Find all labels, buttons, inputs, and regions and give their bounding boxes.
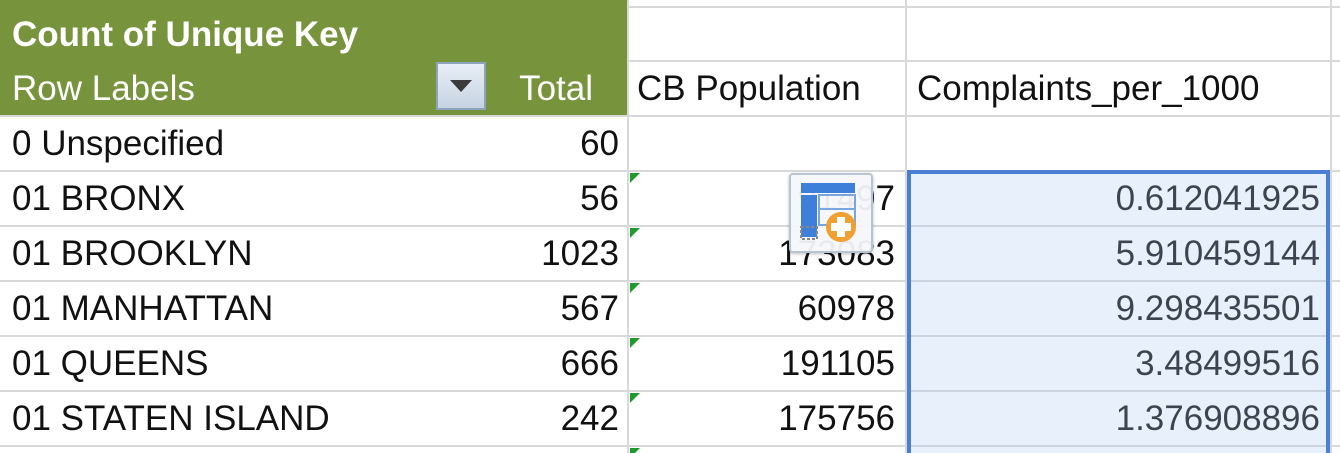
total-cell[interactable]: 666 <box>560 344 619 383</box>
row-label-cell[interactable]: 0 Unspecified <box>12 124 225 163</box>
total-cell[interactable]: 56 <box>580 179 619 218</box>
error-indicator-icon[interactable] <box>630 283 640 293</box>
row-label-cell[interactable]: 01 BROOKLYN <box>12 234 253 273</box>
pivot-row-labels-header[interactable]: Row Labels <box>0 62 436 115</box>
gridline <box>0 225 1340 227</box>
population-cell[interactable]: 191105 <box>780 344 895 383</box>
population-cell[interactable]: 60978 <box>797 289 895 328</box>
quick-analysis-icon <box>800 183 856 242</box>
pivot-total-header[interactable]: Total <box>486 62 627 115</box>
error-indicator-icon[interactable] <box>630 448 640 453</box>
dropdown-arrow-icon <box>450 80 472 92</box>
row-label-cell[interactable]: 01 BRONX <box>12 179 186 218</box>
gridline <box>0 170 1340 172</box>
error-indicator-icon[interactable] <box>630 173 640 183</box>
population-cell[interactable]: 175756 <box>778 399 895 438</box>
complaints-cell[interactable] <box>907 117 1330 170</box>
row-labels-filter-button[interactable] <box>436 62 486 110</box>
row-label-cell[interactable]: 01 STATEN ISLAND <box>12 399 330 438</box>
total-cell[interactable]: 567 <box>560 289 619 328</box>
gridline <box>0 335 1340 337</box>
population-cell[interactable] <box>629 117 905 170</box>
gridline <box>0 390 1340 392</box>
error-indicator-icon[interactable] <box>630 393 640 403</box>
error-indicator-icon[interactable] <box>630 228 640 238</box>
complaints-cell[interactable]: 9.298435501 <box>1115 289 1320 328</box>
row-label-cell[interactable]: 01 QUEENS <box>12 344 209 383</box>
row-label-cell[interactable]: 01 MANHATTAN <box>12 289 274 328</box>
quick-analysis-button[interactable] <box>789 173 873 253</box>
total-cell[interactable]: 242 <box>560 399 619 438</box>
complaints-cell[interactable]: 5.910459144 <box>1115 234 1320 273</box>
gridline <box>627 60 1340 62</box>
gridline <box>0 115 1340 117</box>
total-cell[interactable]: 60 <box>580 124 619 163</box>
gridline <box>0 280 1340 282</box>
pivot-value-field-header[interactable]: Count of Unique Key <box>0 8 627 61</box>
complaints-cell[interactable]: 0.612041925 <box>1115 179 1320 218</box>
gridline <box>0 445 1340 447</box>
gridline <box>0 6 1340 8</box>
complaints-per-1000-header[interactable]: Complaints_per_1000 <box>917 69 1260 108</box>
complaints-cell[interactable]: 3.48499516 <box>1135 344 1320 383</box>
total-cell[interactable]: 1023 <box>541 234 619 273</box>
cb-population-header[interactable]: CB Population <box>637 69 861 108</box>
complaints-cell[interactable]: 1.376908896 <box>1115 399 1320 438</box>
error-indicator-icon[interactable] <box>630 338 640 348</box>
